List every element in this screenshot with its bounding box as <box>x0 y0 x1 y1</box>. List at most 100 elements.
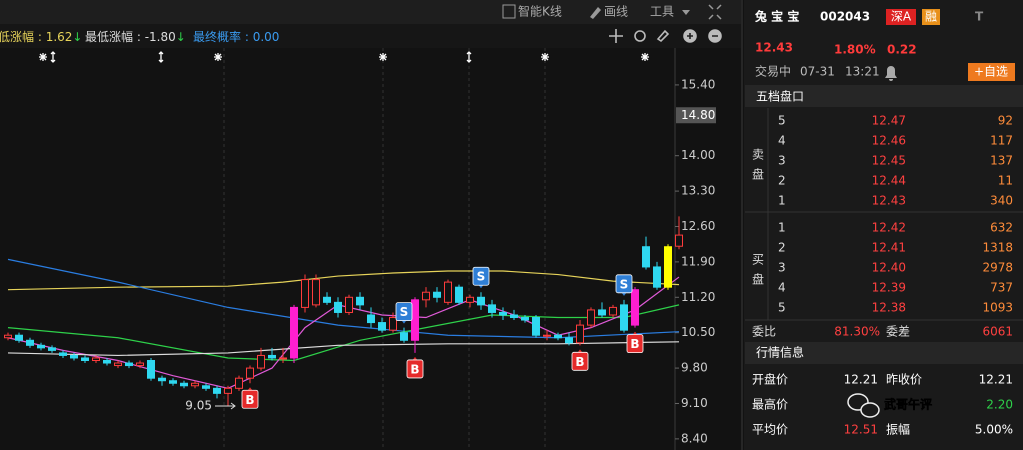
info-label: 振幅 <box>886 422 910 437</box>
candle-body <box>37 344 45 349</box>
arrow-marker <box>466 51 472 63</box>
candle-body <box>213 387 221 394</box>
star-marker <box>641 53 649 61</box>
candle-body <box>26 339 34 346</box>
info-label: 开盘价 <box>752 372 788 387</box>
signal-label: B <box>245 393 254 407</box>
stat-label: 最低涨幅 : <box>85 29 145 44</box>
k-icon[interactable] <box>502 4 516 19</box>
candle-body <box>565 337 573 344</box>
candle-body <box>378 322 386 331</box>
candle-body <box>675 234 683 247</box>
v-grid <box>223 48 546 450</box>
signal-label: S <box>477 270 486 284</box>
toolbar <box>0 0 741 24</box>
candle-body <box>323 296 331 303</box>
pen-icon[interactable] <box>590 7 601 19</box>
smart-k[interactable]: 智能K线 <box>518 4 562 19</box>
level-price: 12.39 <box>872 281 906 295</box>
candle-body <box>92 357 100 361</box>
margin-badge <box>922 9 940 25</box>
stock-name: 兔 宝 宝 <box>754 9 799 24</box>
signal-box <box>615 274 633 294</box>
level: 4 <box>778 281 786 295</box>
tools[interactable]: 工具 <box>650 5 674 19</box>
level-price: 12.42 <box>872 221 906 235</box>
date: 07-31 <box>800 65 835 79</box>
star-marker <box>379 53 387 61</box>
wechat-logo <box>847 393 869 411</box>
candle-body <box>367 314 375 324</box>
moving-average <box>7 341 680 357</box>
candle-body <box>180 382 188 387</box>
add-watch[interactable]: +自选 <box>974 65 1008 79</box>
bell-icon <box>885 66 897 81</box>
section-band <box>745 342 1023 364</box>
candle-body <box>499 311 507 316</box>
draw[interactable]: 画线 <box>604 5 628 19</box>
collapse[interactable] <box>708 4 722 20</box>
level: 5 <box>778 114 786 128</box>
candle-body <box>48 347 56 351</box>
y-tick-label: 9.10 <box>681 396 708 410</box>
signal-box <box>472 266 490 286</box>
candle-body <box>147 359 155 379</box>
side-label: 卖 <box>752 148 764 162</box>
side-label: 买 <box>752 253 764 267</box>
stock-code: 002043 <box>820 10 870 24</box>
level-price: 12.44 <box>872 174 906 188</box>
section-title: 五档盘口 <box>756 89 804 104</box>
kline-chart: 8.40 9.10 9.80 10.50 11.20 11.90 12.60 13.30 14.… <box>4 51 716 445</box>
signal-box <box>626 334 644 354</box>
change: 0.22 <box>887 43 917 57</box>
candle-body <box>609 306 617 316</box>
info-value: 12.21 <box>979 373 1013 387</box>
candle-body <box>202 385 210 389</box>
candle-body <box>268 354 276 359</box>
arrow-marker <box>158 51 164 63</box>
level-volume: 1093 <box>982 301 1013 315</box>
moving-average <box>7 270 680 291</box>
crosshair-box <box>676 107 716 124</box>
side-label: 盘 <box>752 167 764 182</box>
candle-body <box>598 309 606 316</box>
candle-body <box>125 362 133 367</box>
signal-box <box>241 389 259 409</box>
section-title: 行情信息 <box>756 345 804 360</box>
level-volume: 737 <box>990 281 1013 295</box>
level: 1 <box>778 194 786 208</box>
candle-body <box>477 296 485 306</box>
signal-box <box>571 351 589 371</box>
level-volume: 137 <box>990 154 1013 168</box>
candle-body <box>103 359 111 364</box>
level: 3 <box>778 261 786 275</box>
signal-label: S <box>400 305 409 319</box>
stat-value: 0.00 <box>253 30 280 44</box>
level: 1 <box>778 221 786 235</box>
margin: 融 <box>925 10 937 24</box>
star-marker <box>214 53 222 61</box>
candle-body <box>631 289 639 326</box>
info-label: 平均价 <box>752 423 788 437</box>
candle-body <box>191 382 199 387</box>
stat-value: 1.62 <box>46 30 73 44</box>
level-price: 12.41 <box>872 241 906 255</box>
market-badge <box>886 9 916 25</box>
stats: 低涨幅 : 1.62↓ 最低涨幅 : -1.80↓ 最终概率 : 0.00 <box>0 29 279 44</box>
level-volume: 11 <box>998 174 1013 188</box>
level: 2 <box>778 241 786 255</box>
candle-body <box>466 296 474 303</box>
level: 4 <box>778 134 786 148</box>
y-tick-label: 11.90 <box>681 254 715 268</box>
candle-body <box>290 306 298 359</box>
info-value: 12.51 <box>844 423 878 437</box>
star-marker <box>541 53 549 61</box>
candle-body <box>169 380 177 384</box>
stat-label: 最终概率 : <box>193 29 253 44</box>
dropdown[interactable] <box>682 10 690 15</box>
candle-body <box>81 357 89 361</box>
candle-body <box>510 314 518 319</box>
y-tick-label: 10.50 <box>681 325 715 339</box>
add-watch-btn[interactable] <box>968 63 1015 81</box>
